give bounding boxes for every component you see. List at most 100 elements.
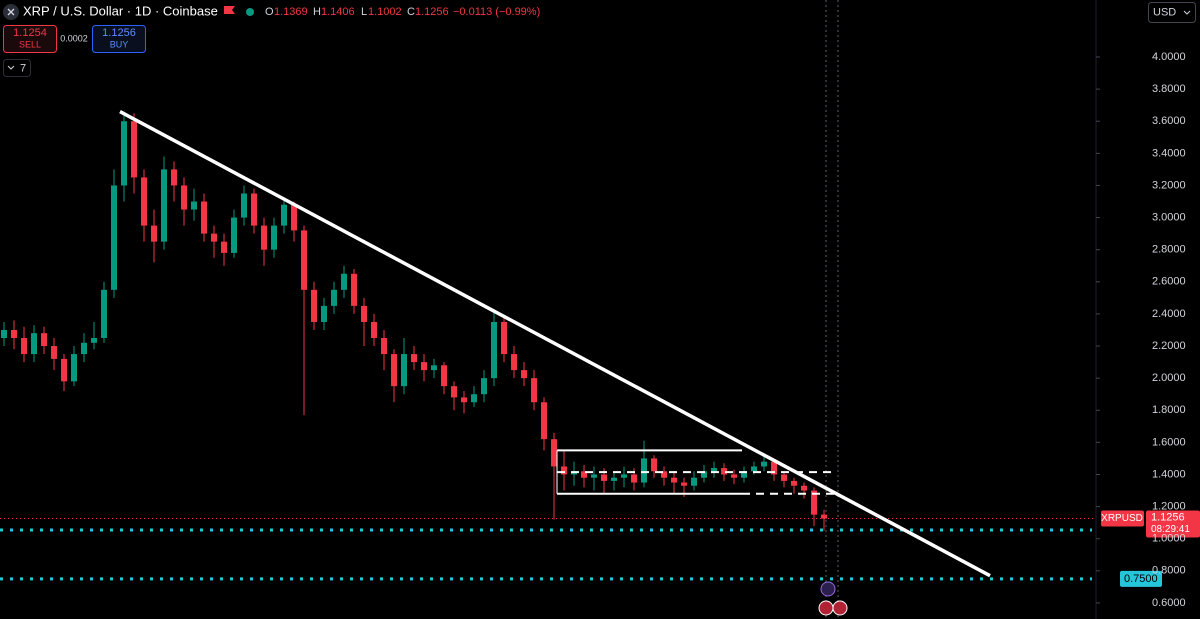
candle-body <box>371 321 377 339</box>
candle-body <box>441 365 447 387</box>
candle-body <box>761 461 767 467</box>
candle-body <box>241 193 247 218</box>
candle-body <box>311 289 317 322</box>
candle-body <box>41 333 47 347</box>
candle-body <box>601 474 607 481</box>
candle-body <box>131 121 137 178</box>
candle-body <box>381 338 387 355</box>
candle-body <box>361 305 367 322</box>
candle-body <box>31 333 37 355</box>
candle-body <box>701 471 707 478</box>
ohlc-label: H <box>313 6 321 18</box>
candle-body <box>351 273 357 306</box>
candle-body <box>421 362 427 371</box>
candle-body <box>121 121 127 186</box>
candle-body <box>481 378 487 395</box>
candle-body <box>801 485 807 491</box>
event-icon[interactable] <box>820 581 836 597</box>
indicators-toggle[interactable] <box>3 59 31 77</box>
sell-label: SELL <box>19 39 41 49</box>
price-axis: 0.6000 0.8000 1.0000 1.2000 1.4000 1.6000 1.80… <box>1096 51 1186 609</box>
candle-body <box>411 354 417 363</box>
candle-body <box>51 346 57 359</box>
candle-body <box>551 439 557 467</box>
price-tag-value: 1.1256 <box>1151 511 1185 523</box>
candle-body <box>451 386 457 398</box>
buy-button[interactable] <box>92 25 146 53</box>
buy-price: 1.1256 <box>102 27 136 39</box>
candle-body <box>681 482 687 486</box>
candle-body <box>11 329 17 339</box>
y-tick-label: 1.6000 <box>1152 436 1186 448</box>
y-tick-label: 4.0000 <box>1152 51 1186 63</box>
candle-body <box>211 233 217 242</box>
candle-body <box>641 458 647 483</box>
candle-body <box>261 225 267 250</box>
price-tag-countdown: 08:29:41 <box>1151 524 1190 535</box>
y-tick-label: 2.0000 <box>1152 372 1186 384</box>
y-tick-label: 3.4000 <box>1152 147 1186 159</box>
candle-body <box>141 177 147 226</box>
candle-body <box>81 342 87 355</box>
candle-body <box>91 338 97 343</box>
candle-body <box>71 354 77 382</box>
y-tick-label: 3.0000 <box>1152 211 1186 223</box>
market-status-dot <box>246 8 254 16</box>
ohlc-label: C <box>407 6 415 18</box>
candle-body <box>741 471 747 478</box>
sell-price: 1.1254 <box>13 27 47 39</box>
candle-body <box>401 354 407 387</box>
candle-body <box>251 193 257 226</box>
y-tick-label: 1.8000 <box>1152 404 1186 416</box>
candle-body <box>611 477 617 481</box>
candle-body <box>221 241 227 253</box>
candle-body <box>621 474 627 478</box>
currency-label: USD <box>1153 6 1176 18</box>
y-tick-label: 2.4000 <box>1152 308 1186 320</box>
y-tick-label: 3.6000 <box>1152 115 1186 127</box>
y-tick-label: 3.8000 <box>1152 83 1186 95</box>
ohlc-value: 1.1406 <box>321 6 355 18</box>
candle-body <box>561 466 567 475</box>
ohlc-label: O <box>265 6 274 18</box>
candle-body <box>811 490 817 515</box>
candle-body <box>661 471 667 478</box>
candle-body <box>101 289 107 339</box>
candle-body <box>721 468 727 475</box>
candle-body <box>281 204 287 226</box>
ohlc-value: 1.1369 <box>274 6 308 18</box>
candle-body <box>21 338 27 355</box>
candle-body <box>731 474 737 478</box>
candle-body <box>1 329 7 339</box>
candle-body <box>671 477 677 483</box>
candle-body <box>511 354 517 371</box>
symbol-tag <box>1101 510 1144 527</box>
symbol-title[interactable]: XRP / U.S. Dollar · 1D · Coinbase <box>23 3 218 18</box>
chevron-icon <box>7 65 15 70</box>
candle-body <box>581 471 587 478</box>
candle-body <box>151 225 157 242</box>
candle-body <box>321 305 327 322</box>
candle-body <box>531 378 537 403</box>
candle-body <box>191 201 197 210</box>
candle-body <box>521 370 527 379</box>
candle-body <box>541 402 547 440</box>
buy-label: BUY <box>110 39 129 49</box>
sell-button[interactable] <box>3 25 57 53</box>
candle-body <box>331 289 337 306</box>
candle-body <box>111 185 117 290</box>
event-icon[interactable] <box>818 600 834 616</box>
flag-icon[interactable] <box>224 6 235 14</box>
candle-body <box>461 397 467 403</box>
candle-body <box>231 217 237 253</box>
candle-body <box>171 169 177 186</box>
y-tick-label: 0.6000 <box>1152 597 1186 609</box>
currency-button[interactable] <box>1148 2 1196 23</box>
candle-body <box>691 477 697 486</box>
candle-body <box>651 458 657 472</box>
event-icon[interactable] <box>832 600 848 616</box>
candle-body <box>821 514 827 519</box>
